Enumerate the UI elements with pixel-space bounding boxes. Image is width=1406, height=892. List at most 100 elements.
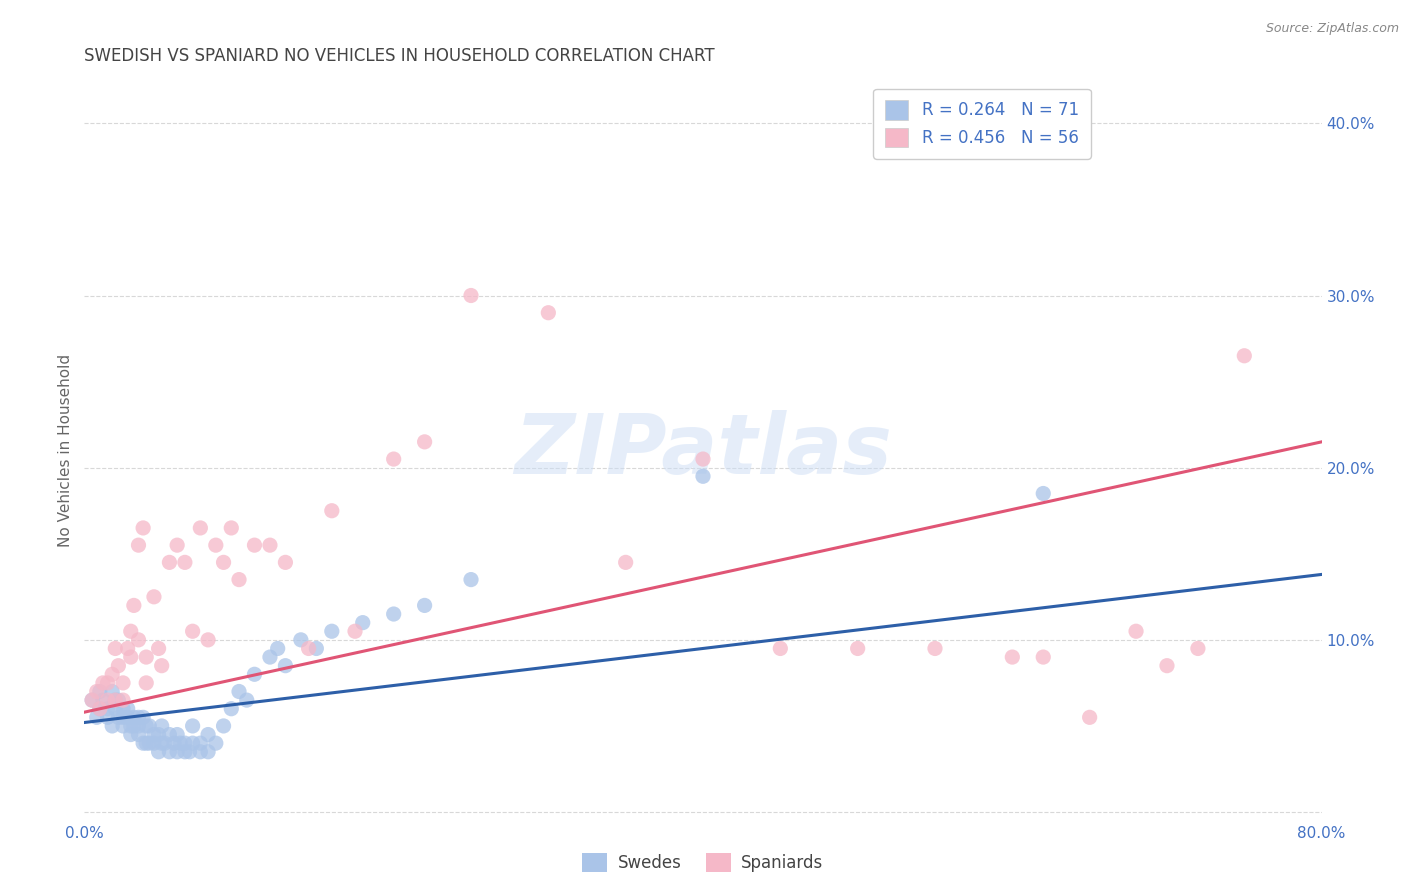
- Point: [97, 676, 120, 690]
- Point: [107, 658, 129, 673]
- Point: [181, 719, 204, 733]
- Point: [107, 693, 129, 707]
- Point: [86, 684, 108, 698]
- Point: [1187, 641, 1209, 656]
- Point: [692, 452, 714, 467]
- Point: [150, 658, 173, 673]
- Point: [188, 736, 212, 750]
- Point: [150, 719, 173, 733]
- Point: [179, 745, 201, 759]
- Point: [692, 469, 714, 483]
- Point: [174, 555, 197, 569]
- Point: [135, 719, 157, 733]
- Point: [197, 727, 219, 741]
- Point: [236, 693, 259, 707]
- Point: [104, 702, 127, 716]
- Point: [143, 727, 166, 741]
- Point: [104, 693, 127, 707]
- Point: [243, 538, 266, 552]
- Point: [112, 702, 135, 716]
- Point: [135, 736, 157, 750]
- Point: [924, 641, 946, 656]
- Point: [91, 676, 114, 690]
- Point: [97, 693, 120, 707]
- Point: [769, 641, 792, 656]
- Point: [97, 710, 120, 724]
- Point: [166, 538, 188, 552]
- Point: [112, 719, 135, 733]
- Point: [128, 632, 150, 647]
- Point: [174, 736, 197, 750]
- Point: [460, 573, 482, 587]
- Point: [112, 693, 135, 707]
- Point: [148, 727, 170, 741]
- Point: [117, 702, 139, 716]
- Point: [169, 736, 191, 750]
- Point: [197, 632, 219, 647]
- Text: ZIPatlas: ZIPatlas: [515, 410, 891, 491]
- Point: [413, 434, 436, 449]
- Point: [120, 624, 142, 639]
- Point: [290, 632, 312, 647]
- Point: [117, 710, 139, 724]
- Point: [159, 745, 181, 759]
- Point: [197, 745, 219, 759]
- Point: [243, 667, 266, 681]
- Point: [1125, 624, 1147, 639]
- Point: [82, 693, 104, 707]
- Point: [274, 658, 297, 673]
- Point: [138, 736, 160, 750]
- Point: [846, 641, 869, 656]
- Point: [91, 693, 114, 707]
- Point: [101, 719, 124, 733]
- Point: [212, 555, 235, 569]
- Point: [159, 727, 181, 741]
- Point: [188, 745, 212, 759]
- Point: [344, 624, 367, 639]
- Point: [122, 719, 145, 733]
- Point: [89, 684, 111, 698]
- Point: [267, 641, 290, 656]
- Text: Source: ZipAtlas.com: Source: ZipAtlas.com: [1265, 22, 1399, 36]
- Point: [101, 667, 124, 681]
- Point: [128, 710, 150, 724]
- Point: [104, 693, 127, 707]
- Point: [413, 599, 436, 613]
- Point: [153, 736, 176, 750]
- Point: [1233, 349, 1256, 363]
- Point: [128, 719, 150, 733]
- Point: [122, 710, 145, 724]
- Point: [112, 710, 135, 724]
- Point: [143, 590, 166, 604]
- Y-axis label: No Vehicles in Household: No Vehicles in Household: [58, 354, 73, 547]
- Point: [274, 555, 297, 569]
- Point: [138, 719, 160, 733]
- Point: [205, 736, 228, 750]
- Point: [159, 555, 181, 569]
- Point: [101, 684, 124, 698]
- Point: [259, 650, 281, 665]
- Point: [537, 306, 560, 320]
- Point: [163, 736, 186, 750]
- Point: [135, 650, 157, 665]
- Point: [1156, 658, 1178, 673]
- Point: [132, 521, 155, 535]
- Point: [181, 624, 204, 639]
- Point: [228, 573, 250, 587]
- Point: [132, 710, 155, 724]
- Point: [104, 641, 127, 656]
- Point: [181, 736, 204, 750]
- Point: [89, 702, 111, 716]
- Point: [120, 727, 142, 741]
- Point: [1032, 650, 1054, 665]
- Point: [305, 641, 328, 656]
- Point: [128, 727, 150, 741]
- Point: [150, 736, 173, 750]
- Point: [259, 538, 281, 552]
- Point: [89, 702, 111, 716]
- Point: [120, 650, 142, 665]
- Point: [132, 736, 155, 750]
- Point: [382, 607, 405, 621]
- Point: [221, 521, 243, 535]
- Point: [1078, 710, 1101, 724]
